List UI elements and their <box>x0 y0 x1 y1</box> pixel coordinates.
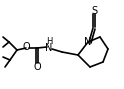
Text: O: O <box>33 62 41 72</box>
Text: N: N <box>84 37 92 47</box>
Text: S: S <box>91 6 97 16</box>
Text: N: N <box>45 43 53 53</box>
Text: H: H <box>46 36 52 45</box>
Text: O: O <box>22 42 30 52</box>
